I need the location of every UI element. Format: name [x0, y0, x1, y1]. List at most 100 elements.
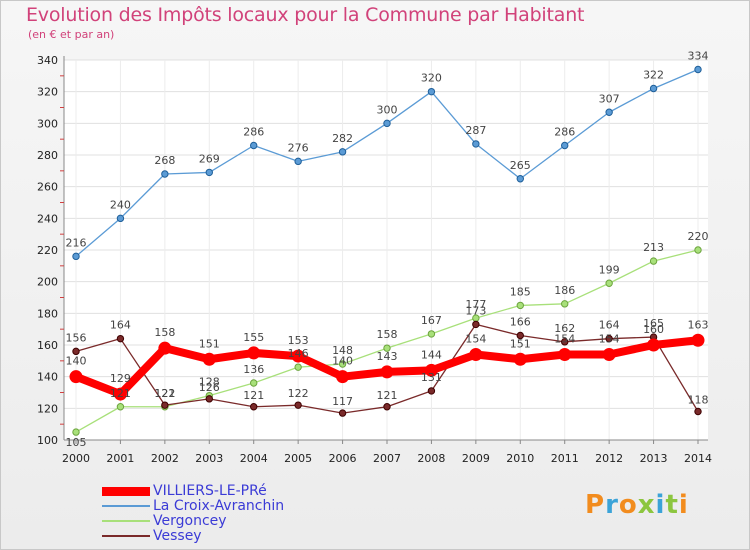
- data-point: [202, 352, 216, 366]
- data-point: [694, 246, 702, 254]
- y-tick-label: 340: [37, 54, 58, 67]
- legend-swatch: [102, 505, 150, 507]
- data-point: [647, 338, 661, 352]
- data-label: 143: [377, 350, 398, 363]
- data-point: [649, 257, 658, 265]
- data-label: 128: [199, 376, 220, 389]
- data-point: [561, 338, 569, 346]
- data-label: 165: [643, 317, 664, 330]
- data-point: [338, 148, 347, 156]
- data-point: [605, 334, 613, 343]
- data-label: 164: [599, 319, 620, 332]
- x-tick-label: 2010: [506, 452, 534, 465]
- y-tick-label: 220: [37, 244, 58, 257]
- data-point: [205, 395, 213, 403]
- data-label: 282: [332, 132, 353, 145]
- data-label: 269: [199, 152, 220, 165]
- data-label: 320: [421, 72, 442, 85]
- data-point: [116, 214, 125, 223]
- data-label: 156: [66, 331, 87, 344]
- data-label: 163: [688, 318, 709, 331]
- x-tick-label: 2014: [684, 452, 712, 465]
- logo-letter: o: [618, 490, 638, 520]
- data-point: [383, 119, 391, 128]
- y-tick-label: 160: [37, 339, 58, 352]
- data-label: 155: [243, 331, 264, 344]
- data-label: 154: [465, 333, 486, 346]
- data-point: [161, 401, 169, 409]
- data-point: [558, 348, 572, 361]
- chart-subtitle: (en € et par an): [28, 28, 115, 41]
- proxiti-logo: Proxiti: [585, 490, 689, 520]
- data-label: 185: [510, 285, 531, 298]
- y-tick-label: 240: [37, 212, 58, 225]
- data-label: 160: [643, 323, 664, 336]
- data-point: [427, 330, 436, 338]
- data-point: [694, 407, 702, 416]
- data-label: 151: [510, 337, 531, 350]
- data-label: 154: [599, 333, 620, 346]
- y-tick-label: 260: [37, 181, 58, 194]
- data-label: 121: [110, 387, 131, 400]
- x-tick-label: 2009: [462, 452, 490, 465]
- x-tick-label: 2008: [417, 452, 445, 465]
- data-label: 240: [110, 198, 131, 211]
- data-point: [338, 360, 347, 368]
- y-tick-label: 180: [37, 307, 58, 320]
- data-point: [383, 403, 391, 411]
- logo-letter: i: [678, 490, 689, 520]
- x-tick-label: 2000: [62, 452, 90, 465]
- data-point: [250, 403, 258, 411]
- data-label: 153: [288, 334, 309, 347]
- axes: 100 120 140 160 180 200 220 240 260 280 300 320 340 2…: [37, 54, 712, 465]
- data-point: [605, 108, 613, 116]
- data-point: [247, 346, 261, 360]
- data-point: [72, 252, 80, 261]
- data-label: 158: [377, 328, 398, 341]
- data-label: 300: [377, 103, 398, 116]
- data-label: 177: [465, 298, 486, 311]
- data-label: 287: [465, 124, 486, 137]
- data-point: [294, 401, 302, 409]
- x-tick-label: 2013: [640, 452, 668, 465]
- legend-swatch: [102, 486, 150, 496]
- data-label: 105: [66, 436, 87, 449]
- data-point: [516, 175, 524, 183]
- data-label: 131: [421, 371, 442, 384]
- data-label: 122: [154, 387, 175, 400]
- logo-letter: r: [605, 490, 619, 520]
- x-tick-label: 2004: [240, 452, 268, 465]
- data-label: 144: [421, 348, 442, 361]
- data-point: [469, 348, 483, 361]
- data-label: 117: [332, 395, 353, 408]
- data-point: [427, 387, 436, 395]
- y-tick-label: 280: [37, 149, 58, 162]
- legend-swatch: [102, 535, 150, 537]
- logo-letter: x: [637, 490, 656, 520]
- data-label: 268: [154, 154, 175, 167]
- data-point: [694, 65, 702, 74]
- data-labels: 216 240 268 269 286 276 282 300 320 287 265 286 307 3…: [66, 50, 709, 450]
- data-point: [561, 141, 569, 150]
- y-tick-label: 120: [37, 402, 58, 415]
- data-point: [513, 352, 527, 366]
- data-point: [691, 333, 705, 347]
- data-label: 286: [243, 126, 264, 139]
- data-label: 199: [599, 263, 620, 276]
- chart-title: Evolution des Impôts locaux pour la Comm…: [26, 4, 585, 26]
- legend-label: Vessey: [153, 528, 202, 544]
- data-point: [291, 349, 305, 363]
- data-point: [72, 347, 80, 356]
- data-label: 334: [688, 50, 709, 63]
- data-point: [427, 87, 436, 96]
- data-point: [161, 170, 169, 178]
- data-point: [649, 84, 658, 93]
- x-tick-label: 2011: [551, 452, 579, 465]
- x-tick-label: 2005: [284, 452, 312, 465]
- data-label: 167: [421, 314, 442, 327]
- x-tick-label: 2002: [151, 452, 179, 465]
- data-point: [383, 344, 391, 352]
- data-label: 158: [154, 326, 175, 339]
- x-tick-label: 2012: [595, 452, 623, 465]
- data-point: [605, 279, 613, 287]
